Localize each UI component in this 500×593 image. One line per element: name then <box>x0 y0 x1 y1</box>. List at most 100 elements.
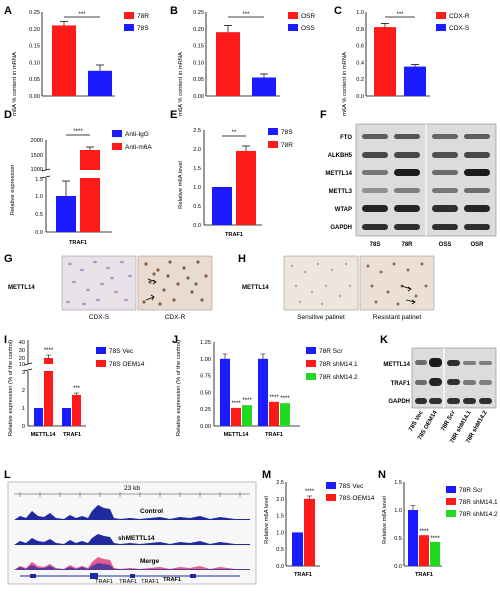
coverage-track <box>14 505 250 520</box>
blot-band <box>479 398 492 404</box>
tick-label: 0.0 <box>193 223 201 229</box>
tick-label: 0.4 <box>356 60 364 66</box>
legend-swatch <box>124 12 134 19</box>
panel-n-xlabel: TRAF1 <box>415 572 433 578</box>
blot-band <box>432 152 458 158</box>
sig-label: **** <box>44 348 54 354</box>
panel-j-yticks: 0.00 0.25 0.50 0.75 1.00 1.25 <box>200 340 211 430</box>
arrow-icon <box>401 285 416 305</box>
legend-swatch <box>446 510 456 517</box>
panel-c-ylabel: m6A % content in mRNA <box>342 52 348 116</box>
panel-h: H METTL14 Sensitive patinet Resistant pa… <box>238 253 435 321</box>
panel-g-row-label: METTL14 <box>8 285 35 291</box>
tick-label: 30 <box>19 348 25 354</box>
panel-d: D Relative expression 0.0 0.5 1.0 1.5 10… <box>4 109 152 246</box>
panel-e-xlabel: TRAF1 <box>225 232 243 238</box>
legend-swatch <box>326 482 336 489</box>
blot-row-label: ALKBH5 <box>328 153 353 159</box>
tick-label: 1.0 <box>193 185 201 191</box>
track-label: shMETTL14 <box>118 535 155 542</box>
scale-label: 23 kb <box>124 485 140 492</box>
sig-label: **** <box>73 129 83 135</box>
track-label: Control <box>140 508 163 515</box>
tick-label: 0.25 <box>29 10 40 16</box>
panel-n-yticks: 0.0 0.5 1.0 1.5 <box>394 480 402 570</box>
bar <box>404 66 426 96</box>
blot-band <box>432 188 458 193</box>
error-bars <box>242 145 250 151</box>
sig-label: **** <box>269 395 279 401</box>
sig-label: *** <box>396 12 404 18</box>
panel-i: I Relative expression (% of the control)… <box>4 334 145 438</box>
panel-m: M Relative m6A level 0.0 0.5 1.0 1.5 2.0… <box>262 469 375 578</box>
panel-c: C m6A % content in mRNA 0.0 0.2 0.4 0.6 … <box>334 5 470 116</box>
sig-label: **** <box>305 489 315 495</box>
panel-k-label: K <box>380 334 388 346</box>
blot-row-label: GAPDH <box>388 399 410 405</box>
blot-row-label: WTAP <box>335 207 352 213</box>
panel-m-ylabel: Relative m6A level <box>264 496 270 544</box>
tick-label: 0.00 <box>200 424 211 430</box>
blot-lane-labels: 78S 78R OSS OSR <box>370 242 485 248</box>
sig-label: **** <box>242 398 252 404</box>
blot-band <box>464 205 490 212</box>
sig-label: ** <box>232 130 237 136</box>
tick-label: 0.05 <box>193 77 204 83</box>
bar <box>280 403 290 426</box>
panel-d-yticks: 0.0 0.5 1.0 1.5 1000 1500 2000 <box>31 138 43 236</box>
panel-f: F FTO ALKBH5 METTL14 METTL3 WTAP GAPDH <box>320 109 497 248</box>
gene-label: TRAF1 <box>141 579 159 585</box>
panel-i-label: I <box>4 334 7 346</box>
blot-band <box>447 398 460 404</box>
axis-break <box>41 168 51 179</box>
blot-lane-label: 78S <box>370 242 381 248</box>
legend-swatch <box>112 130 122 137</box>
legend-swatch <box>288 12 298 19</box>
exon <box>130 574 135 578</box>
blot-band <box>394 188 420 193</box>
legend-label: 78R Scr <box>319 348 343 355</box>
sig-label: **** <box>419 529 429 535</box>
legend-swatch <box>268 128 278 135</box>
legend-swatch <box>112 143 122 150</box>
panel-b-yticks: 0.00 0.05 0.10 0.15 0.20 0.25 <box>193 10 204 100</box>
bar <box>292 532 303 566</box>
panel-n-label: N <box>378 469 386 481</box>
error-bars <box>46 354 79 395</box>
legend-swatch <box>446 498 456 505</box>
coverage-track <box>14 563 250 570</box>
legend-label: 78S OEM14 <box>339 495 375 502</box>
panel-i-yticks: 0 1 2 3 10 20 30 40 <box>19 340 25 430</box>
blot-band <box>394 169 420 176</box>
legend-label: 78R Scr <box>459 487 483 494</box>
panel-d-xlabel: TRAF1 <box>69 240 87 246</box>
blot-row-label: TRAF1 <box>391 381 411 387</box>
bar <box>44 358 53 364</box>
blot-bands <box>415 358 492 404</box>
sig-label: *** <box>73 386 81 392</box>
blot-band <box>464 152 490 158</box>
bar <box>80 178 100 232</box>
bar <box>72 395 81 426</box>
legend-swatch <box>306 373 316 380</box>
blot-band <box>432 170 458 175</box>
bar <box>56 196 76 232</box>
panel-b: B m6A % content in mRNA 0.00 0.05 0.10 0… <box>170 5 315 116</box>
tick-label: 0.15 <box>193 44 204 50</box>
tick-label: 0.50 <box>200 390 211 396</box>
legend-swatch <box>306 360 316 367</box>
sig-label: *** <box>242 12 250 18</box>
exon <box>30 574 36 578</box>
tick-label: 1 <box>22 406 25 412</box>
tick-label: 0.0 <box>394 564 402 570</box>
gene-label: TRAF1 <box>119 579 137 585</box>
blot-band <box>429 398 442 404</box>
bar <box>304 498 315 566</box>
tick-label: 0 <box>22 424 25 430</box>
blot-band <box>362 170 388 175</box>
tick-label: 1.0 <box>276 530 284 536</box>
panel-a-label: A <box>4 5 12 17</box>
panel-c-yticks: 0.0 0.2 0.4 0.6 0.8 1.0 <box>356 10 364 100</box>
category-label: TRAF1 <box>63 432 81 438</box>
